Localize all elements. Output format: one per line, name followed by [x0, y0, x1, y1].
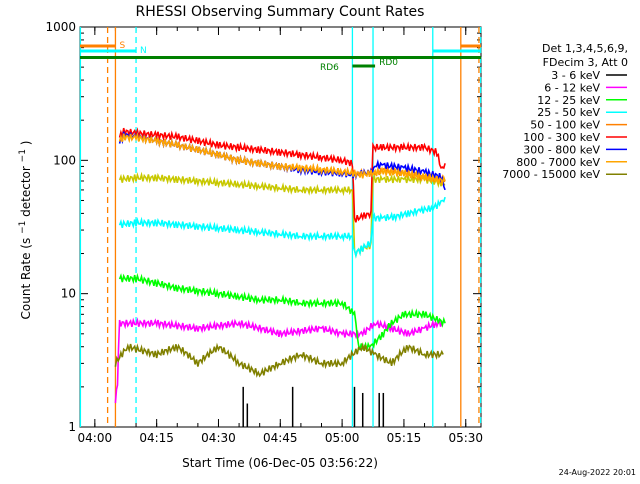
legend-label-0: 3 - 6 keV	[551, 69, 600, 82]
y-axis-label-exp2: −1	[18, 149, 28, 162]
x-tick-label-1: 04:15	[139, 431, 174, 445]
legend-header-line-2: FDecim 3, Att 0	[543, 56, 628, 69]
x-axis-label: Start Time (06-Dec-05 03:56:22)	[182, 456, 378, 470]
legend-label-4: 50 - 100 keV	[530, 119, 600, 132]
series-line-8	[114, 342, 444, 378]
legend-label-5: 100 - 300 keV	[523, 131, 600, 144]
y-axis-label-mid: detector	[19, 166, 33, 217]
x-tick-label-5: 05:15	[387, 431, 422, 445]
y-axis-label: Count Rate (s −1 detector −1 )	[14, 141, 33, 320]
status-bar-label-0: S	[119, 41, 125, 51]
y-axis-label-main: Count Rate (s	[19, 238, 33, 320]
rd6-label: RD6	[320, 63, 339, 73]
series-line-yellow	[118, 171, 446, 259]
series-line-7	[118, 131, 446, 187]
y-axis-label-exp1: −1	[18, 221, 28, 234]
chart-title: RHESSI Observing Summary Count Rates	[136, 4, 425, 20]
y-tick-label-2: 100	[53, 153, 76, 167]
status-bar-label-5: RD0	[379, 58, 398, 68]
timestamp: 24-Aug-2022 20:01	[559, 468, 636, 477]
x-tick-label-0: 04:00	[78, 431, 113, 445]
legend-label-3: 25 - 50 keV	[537, 106, 600, 119]
legend-label-8: 7000 - 15000 keV	[502, 168, 600, 181]
legend-label-6: 300 - 800 keV	[523, 143, 600, 156]
x-tick-label-6: 05:30	[448, 431, 483, 445]
legend-label-2: 12 - 25 keV	[537, 94, 600, 107]
y-tick-label-0: 1	[68, 420, 76, 434]
series-line-5	[118, 127, 446, 223]
y-tick-label-1: 10	[61, 287, 76, 301]
legend-label-7: 800 - 7000 keV	[516, 156, 600, 169]
legend-header-line-1: Det 1,3,4,5,6,9,	[542, 42, 628, 55]
x-tick-label-4: 05:00	[325, 431, 360, 445]
plot-frame	[79, 26, 482, 428]
y-tick-label-3: 1000	[45, 20, 76, 34]
y-axis-label-end: )	[19, 141, 33, 146]
legend-label-1: 6 - 12 keV	[544, 81, 600, 94]
series-line-3	[118, 196, 446, 259]
series-line-2	[118, 272, 446, 351]
x-tick-label-3: 04:45	[263, 431, 298, 445]
status-bar-label-1: N	[140, 46, 147, 56]
x-tick-label-2: 04:30	[201, 431, 236, 445]
